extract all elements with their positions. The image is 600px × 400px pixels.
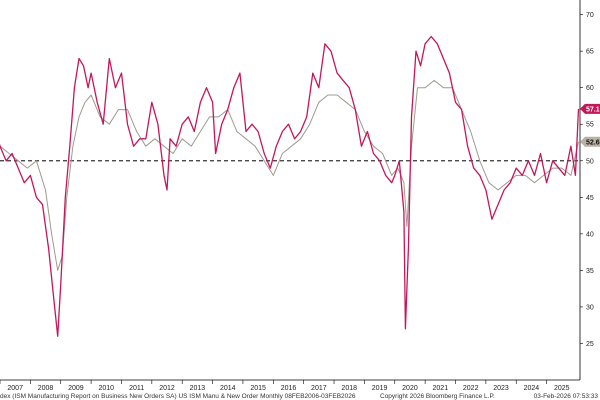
last-value-tags: 57.1 52.6: [580, 103, 600, 147]
x-tick-label: 2025: [554, 385, 570, 392]
x-tick-label: 2011: [129, 385, 144, 392]
y-tick-label: 45: [586, 195, 594, 202]
x-tick-label: 2007: [7, 385, 23, 392]
x-tick-label: 2015: [250, 385, 266, 392]
y-tick-label: 35: [586, 268, 594, 275]
tag-value: 57.1: [586, 106, 600, 113]
x-tick-label: 2018: [341, 385, 357, 392]
x-tick-label: 2020: [402, 385, 418, 392]
x-tick-label: 2008: [38, 385, 54, 392]
x-tick-label: 2019: [372, 385, 388, 392]
manu-new-order-last-value-tag: 52.6: [580, 136, 600, 147]
x-tick-label: 2023: [493, 385, 509, 392]
x-tick-label: 2021: [433, 385, 449, 392]
x-tick-label: 2012: [159, 385, 175, 392]
x-tick-label: 2024: [524, 385, 540, 392]
axis-layer: 25 30 35 40 45 50 55 60 65 70 2007 2008 2009 2010 2011…: [0, 0, 594, 392]
footer-source: dex (ISM Manufacturing Report on Busines…: [0, 393, 356, 400]
x-tick-label: 2017: [311, 385, 327, 392]
x-tick-label: 2010: [98, 385, 114, 392]
y-tick-label: 25: [586, 341, 594, 348]
y-tick-label: 30: [586, 304, 594, 311]
footer-timestamp: 03-Feb-2026 07:53:33: [534, 393, 599, 400]
new-orders-last-value-tag: 57.1: [580, 103, 600, 114]
x-tick-label: 2016: [281, 385, 297, 392]
x-tick-label: 2009: [68, 385, 84, 392]
tag-background: [580, 103, 600, 114]
tag-value: 52.6: [586, 139, 600, 146]
footer-copyright: Copyright 2026 Bloomberg Finance L.P.: [380, 393, 495, 400]
y-tick-label: 70: [586, 12, 594, 19]
new-orders-series-line: [0, 35, 580, 337]
y-tick-label: 55: [586, 122, 594, 129]
y-tick-label: 60: [586, 85, 594, 92]
tag-background: [580, 136, 600, 147]
x-tick-label: 2014: [220, 385, 236, 392]
series-layer: [0, 35, 580, 337]
y-tick-label: 65: [586, 49, 594, 56]
x-tick-label: 2013: [190, 385, 206, 392]
manu-new-order-series-line: [0, 79, 579, 271]
y-tick-label: 50: [586, 158, 594, 165]
y-tick-label: 40: [586, 231, 594, 238]
x-tick-label: 2022: [463, 385, 479, 392]
